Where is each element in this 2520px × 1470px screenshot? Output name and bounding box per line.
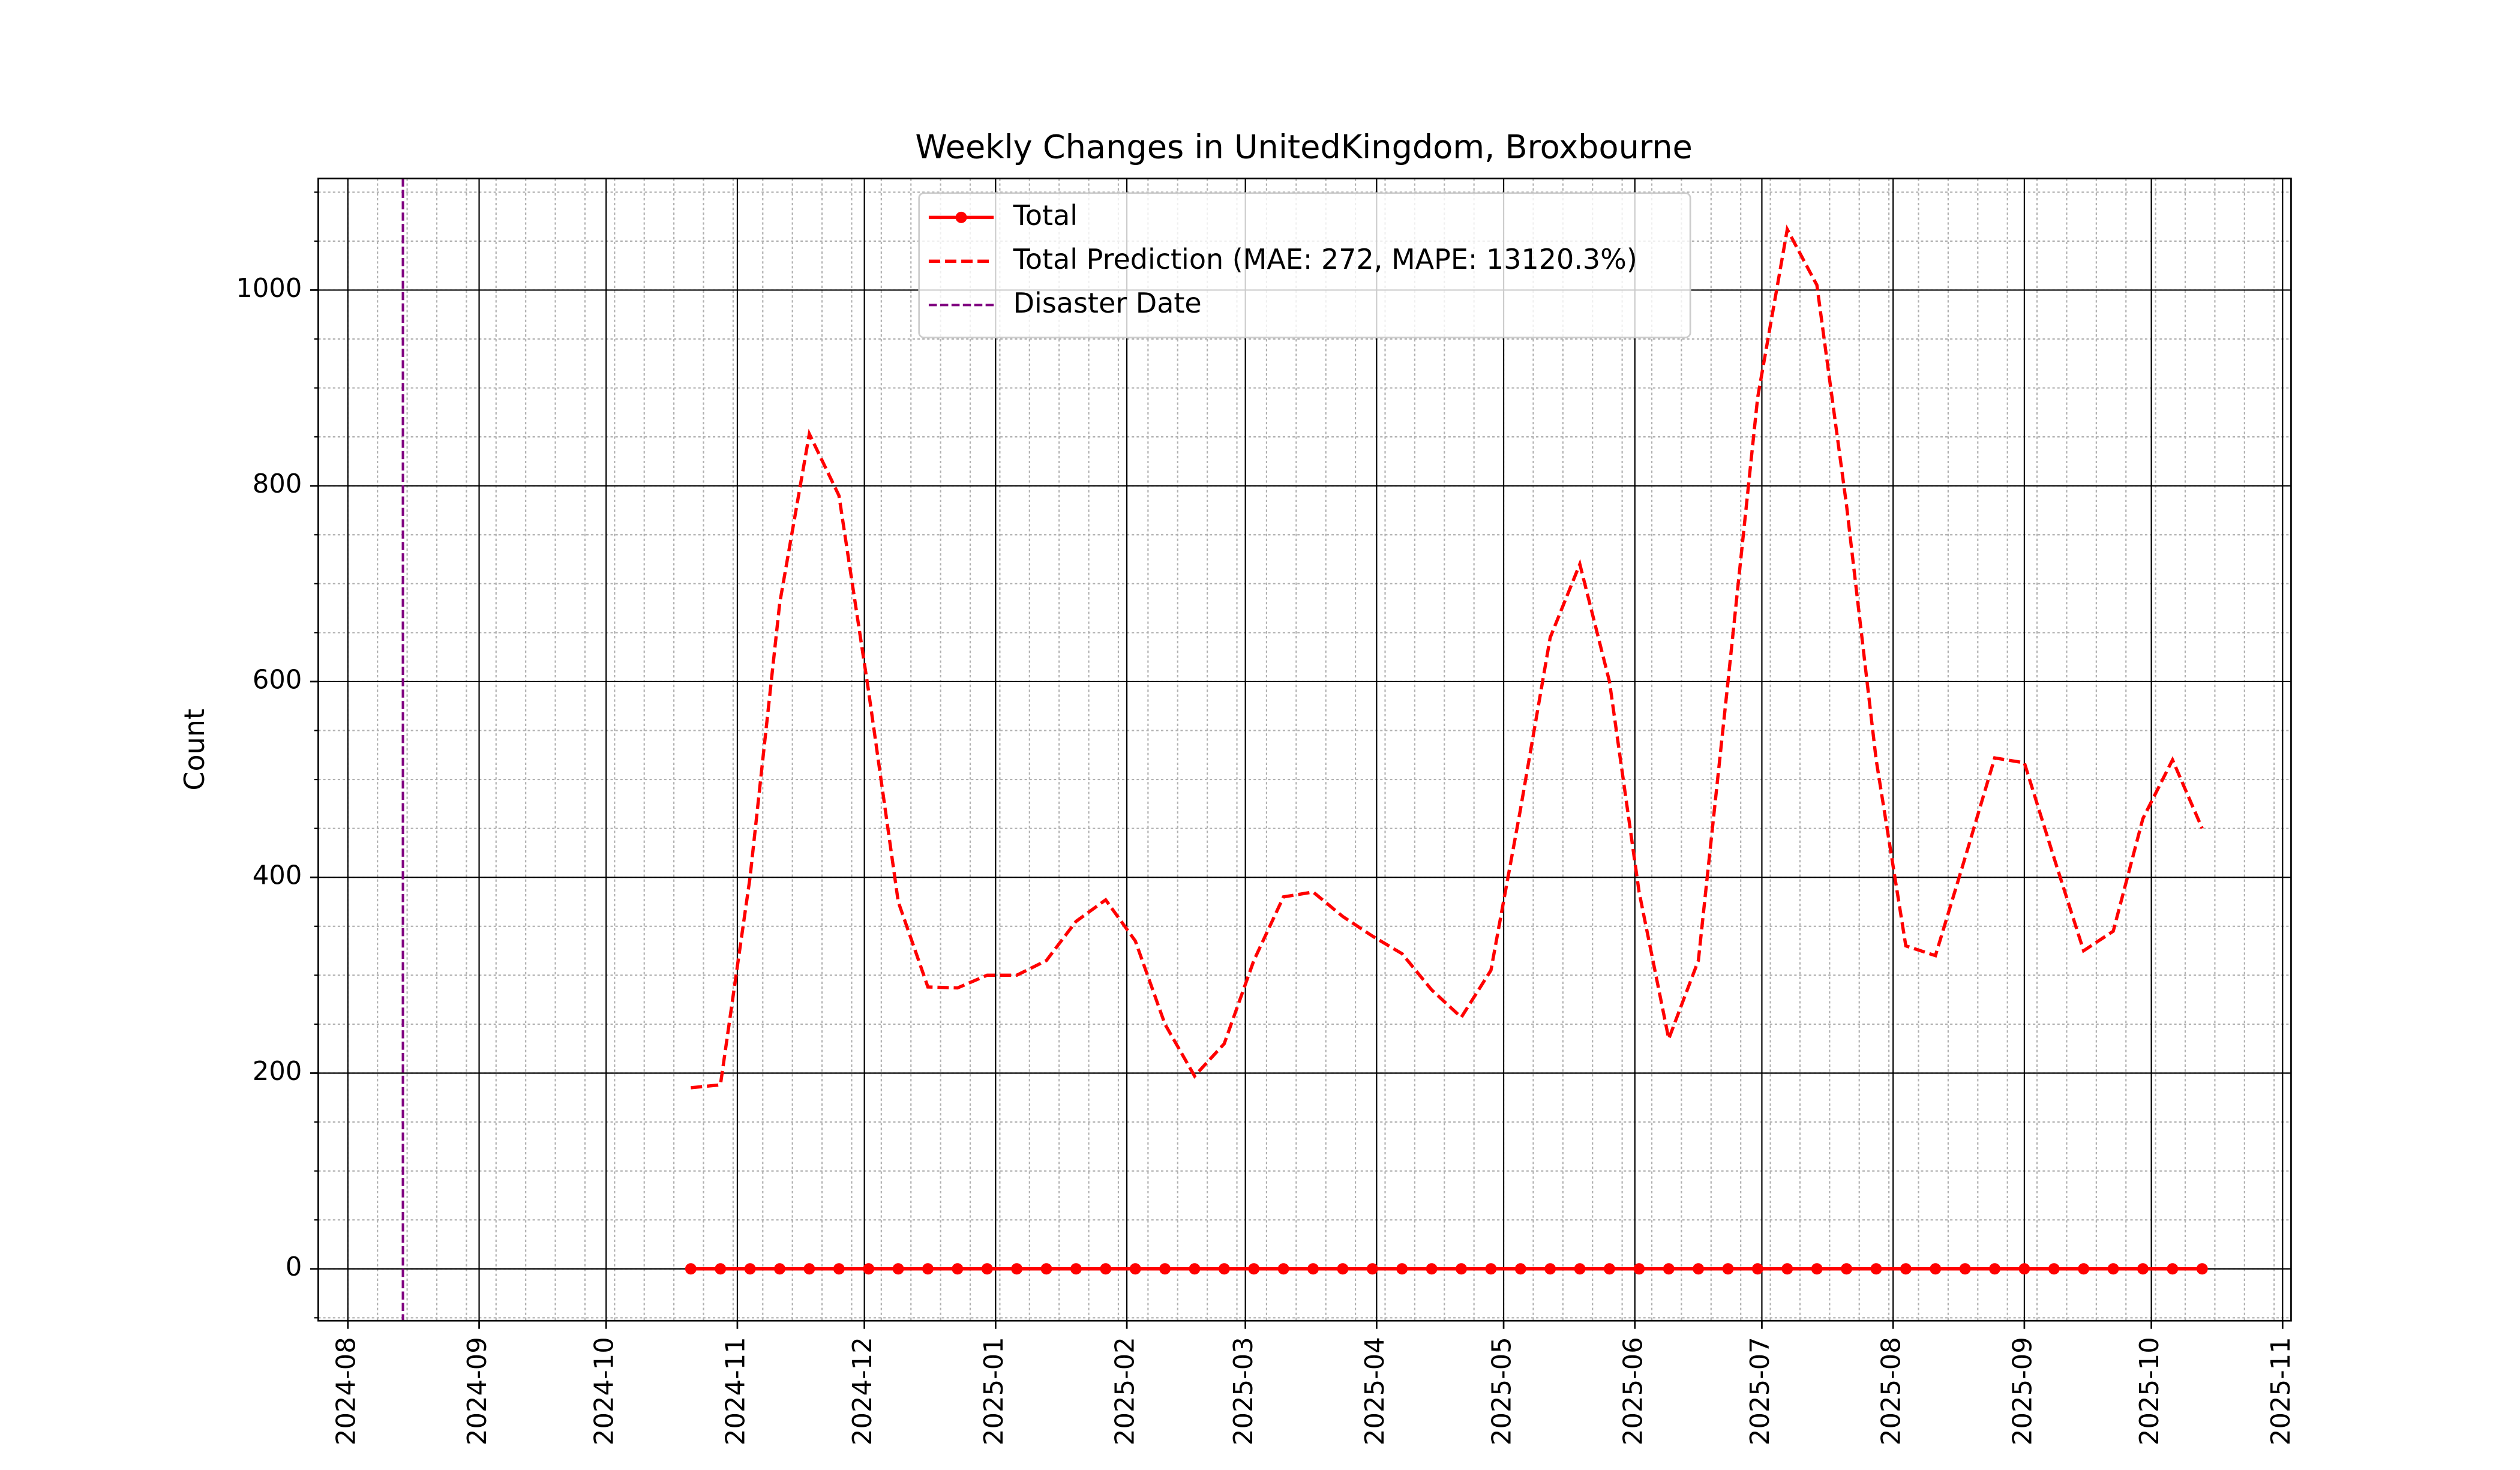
point xyxy=(2137,1263,2149,1275)
x-tick-label: 2025-10 xyxy=(2135,1337,2165,1445)
point xyxy=(2107,1263,2119,1275)
point xyxy=(715,1263,727,1275)
x-tick-label: 2025-06 xyxy=(1618,1337,1648,1445)
y-axis-label: Count xyxy=(178,709,211,790)
point xyxy=(1189,1263,1201,1275)
point xyxy=(1693,1263,1705,1275)
point xyxy=(1900,1263,1912,1275)
point xyxy=(1456,1263,1467,1275)
x-tick-label: 2025-07 xyxy=(1745,1337,1775,1445)
y-tick-label: 0 xyxy=(286,1252,302,1282)
plot-area xyxy=(401,178,2208,1321)
point xyxy=(744,1263,756,1275)
x-tick-label: 2025-01 xyxy=(979,1337,1009,1445)
x-tick-label: 2025-05 xyxy=(1487,1337,1517,1445)
point xyxy=(1485,1263,1497,1275)
point xyxy=(1959,1263,1971,1275)
x-tick-label: 2024-09 xyxy=(463,1337,493,1445)
point xyxy=(1989,1263,2000,1275)
point xyxy=(1603,1263,1615,1275)
point xyxy=(1218,1263,1230,1275)
legend-box xyxy=(918,192,1691,338)
x-tick-label: 2025-03 xyxy=(1229,1337,1259,1445)
y-tick-label: 600 xyxy=(253,665,302,695)
point xyxy=(1930,1263,1942,1275)
point xyxy=(1011,1263,1023,1275)
point xyxy=(2167,1263,2179,1275)
axes-frame xyxy=(317,178,2292,1322)
x-tick-label: 2025-04 xyxy=(1360,1337,1390,1445)
chart-title: Weekly Changes in UnitedKingdom, Broxbou… xyxy=(915,128,1692,166)
x-tick-label: 2024-10 xyxy=(590,1337,620,1445)
point xyxy=(1633,1263,1645,1275)
point xyxy=(2078,1263,2090,1275)
x-tick-label: 2025-02 xyxy=(1111,1337,1141,1445)
point xyxy=(892,1263,904,1275)
point xyxy=(1396,1263,1408,1275)
point xyxy=(685,1263,697,1275)
y-tick-label: 400 xyxy=(253,861,302,891)
point xyxy=(1337,1263,1349,1275)
x-tick-label: 2024-08 xyxy=(331,1337,361,1445)
point xyxy=(1751,1263,1763,1275)
point xyxy=(1248,1263,1260,1275)
point xyxy=(1129,1263,1141,1275)
x-tick-label: 2025-09 xyxy=(2008,1337,2038,1445)
point xyxy=(1781,1263,1793,1275)
point xyxy=(981,1263,993,1275)
point xyxy=(1841,1263,1853,1275)
point xyxy=(1544,1263,1556,1275)
point xyxy=(803,1263,815,1275)
legend-label: Total xyxy=(1013,199,1078,232)
legend-label: Total Prediction (MAE: 272, MAPE: 13120.… xyxy=(1013,243,1637,275)
y-tick-label: 800 xyxy=(253,469,302,499)
point xyxy=(2048,1263,2060,1275)
point xyxy=(1722,1263,1734,1275)
point xyxy=(1366,1263,1378,1275)
point xyxy=(2018,1263,2030,1275)
point xyxy=(1100,1263,1112,1275)
legend: Total Total Prediction (MAE: 272, MAPE: 1… xyxy=(918,192,1691,338)
point xyxy=(2196,1263,2208,1275)
point xyxy=(1514,1263,1526,1275)
x-tick-label: 2024-12 xyxy=(848,1337,878,1445)
point xyxy=(1663,1263,1675,1275)
y-tick-label: 1000 xyxy=(236,274,302,304)
series-line xyxy=(691,224,2204,1090)
x-tick-label: 2025-11 xyxy=(2266,1337,2296,1445)
point xyxy=(863,1263,875,1275)
x-tick-label: 2024-11 xyxy=(721,1337,751,1445)
point xyxy=(774,1263,785,1275)
point xyxy=(922,1263,934,1275)
point xyxy=(1811,1263,1823,1275)
y-tick-label: 200 xyxy=(253,1057,302,1087)
point xyxy=(1277,1263,1289,1275)
point xyxy=(952,1263,964,1275)
point xyxy=(1040,1263,1052,1275)
point xyxy=(1307,1263,1319,1275)
point xyxy=(1426,1263,1438,1275)
point xyxy=(1574,1263,1586,1275)
point xyxy=(1159,1263,1171,1275)
point xyxy=(833,1263,845,1275)
grid xyxy=(314,178,2291,1321)
legend-marker xyxy=(955,211,967,223)
point xyxy=(1070,1263,1082,1275)
x-tick-label: 2025-08 xyxy=(1877,1337,1907,1445)
point xyxy=(1870,1263,1882,1275)
legend-label: Disaster Date xyxy=(1013,287,1202,319)
